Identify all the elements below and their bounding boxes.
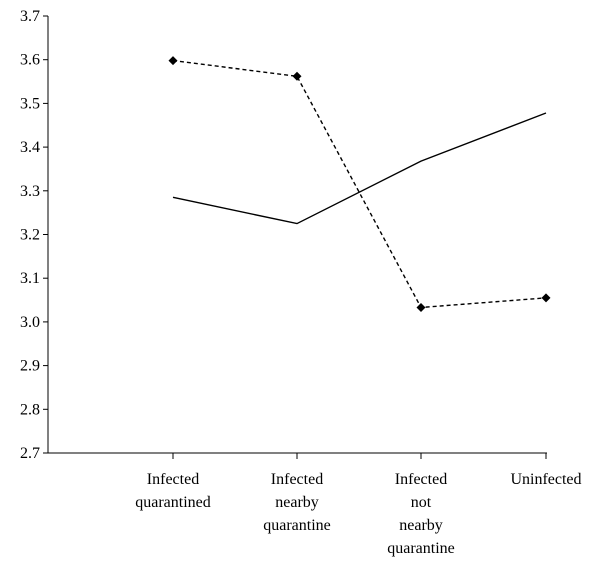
series-1-point <box>168 56 178 66</box>
y-tick-label: 3.1 <box>20 270 40 287</box>
x-category-label-line: nearby <box>399 517 443 534</box>
series-0-line <box>172 112 547 225</box>
y-tick-label: 2.9 <box>20 358 40 375</box>
x-category-label-line: Uninfected <box>510 471 581 488</box>
x-category-label: Infected nearby quarantine <box>263 471 331 534</box>
x-category-label-line: quarantine <box>263 517 331 534</box>
x-category-label: Infected not nearby quarantine <box>387 471 455 557</box>
y-tick-label: 3.4 <box>20 139 40 156</box>
x-category-label-line: not <box>411 494 432 511</box>
x-category-label-line: quarantined <box>135 494 211 511</box>
x-category-label-line: Infected <box>271 471 323 488</box>
series-1-point <box>541 293 551 303</box>
y-tick-label: 2.7 <box>20 445 40 462</box>
x-category-label-line: quarantine <box>387 540 455 557</box>
y-tick-label: 3.0 <box>20 314 40 331</box>
y-tick-label: 2.8 <box>20 401 40 418</box>
y-tick-label: 3.2 <box>20 227 40 244</box>
y-tick-label: 3.3 <box>20 183 40 200</box>
x-category-label-line: Infected <box>395 471 447 488</box>
x-category-label-line: Infected <box>147 471 199 488</box>
y-tick-label: 3.7 <box>20 8 40 25</box>
series-layer <box>168 56 551 312</box>
series-1-line <box>172 59 547 309</box>
x-category-label: Uninfected <box>510 471 581 488</box>
y-tick-label: 3.6 <box>20 52 40 69</box>
y-tick-label: 3.5 <box>20 95 40 112</box>
series-1-point <box>416 302 426 312</box>
y-axis: 2.7 2.8 2.9 3.0 3.1 3.2 3.3 3.4 3.5 3.6 3.7 <box>20 8 49 462</box>
x-category-label: Infected quarantined <box>135 471 211 511</box>
x-category-label-line: nearby <box>275 494 319 511</box>
series-1-point <box>292 71 302 81</box>
x-axis: Infected quarantined Infected nearby quarant… <box>48 452 582 557</box>
